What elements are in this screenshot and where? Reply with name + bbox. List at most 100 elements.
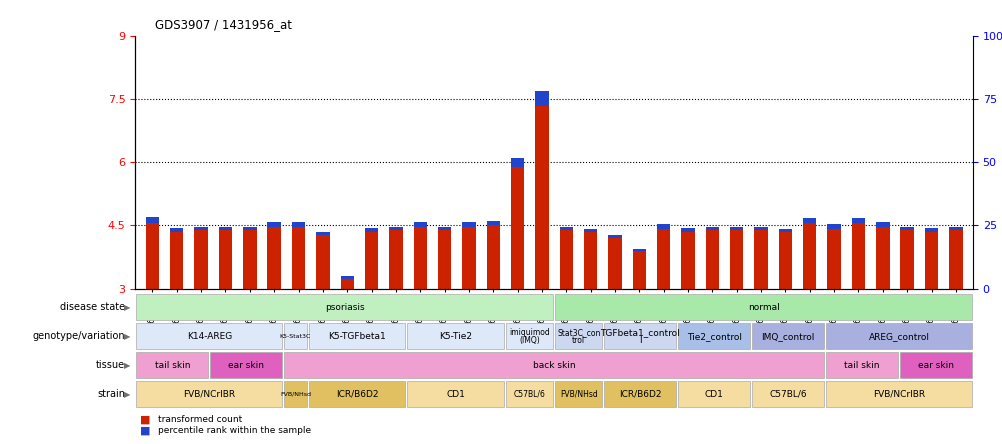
Bar	[309, 323, 405, 349]
Bar	[284, 381, 307, 407]
Bar	[413, 227, 427, 289]
Bar	[136, 323, 282, 349]
Bar	[656, 229, 669, 289]
Bar	[559, 226, 572, 230]
Bar	[729, 226, 742, 230]
Text: CD1: CD1	[704, 389, 723, 399]
Bar	[604, 323, 675, 349]
Text: ▶: ▶	[124, 303, 130, 312]
Text: tail skin: tail skin	[844, 361, 879, 370]
Bar	[145, 217, 159, 223]
Bar	[608, 235, 621, 238]
Bar	[316, 232, 330, 235]
Text: AREG_control: AREG_control	[868, 332, 929, 341]
Bar	[754, 230, 767, 289]
Bar	[341, 276, 354, 279]
Bar	[284, 323, 307, 349]
Bar	[554, 294, 971, 321]
Bar	[145, 223, 159, 289]
Bar	[510, 158, 524, 167]
Bar	[389, 226, 402, 230]
Bar	[136, 352, 208, 378]
Text: C57BL/6: C57BL/6	[513, 389, 545, 399]
Bar	[826, 323, 971, 349]
Bar	[677, 323, 749, 349]
Bar	[754, 227, 767, 230]
Bar	[218, 230, 231, 289]
Bar	[680, 228, 694, 232]
Bar	[900, 230, 913, 289]
Text: FVB/NCrIBR: FVB/NCrIBR	[183, 389, 235, 399]
Bar	[876, 222, 889, 227]
Text: CD1: CD1	[446, 389, 465, 399]
Text: K14-AREG: K14-AREG	[186, 332, 231, 341]
Bar	[210, 352, 282, 378]
Bar	[752, 323, 824, 349]
Bar	[242, 226, 257, 230]
Text: ICR/B6D2: ICR/B6D2	[618, 389, 661, 399]
Bar	[365, 228, 378, 232]
Text: percentile rank within the sample: percentile rank within the sample	[158, 426, 312, 435]
Bar	[705, 226, 718, 230]
Bar	[826, 352, 897, 378]
Text: TGFbeta1_control
l: TGFbeta1_control l	[600, 328, 679, 345]
Bar	[413, 222, 427, 227]
Bar	[608, 238, 621, 289]
Bar	[924, 228, 937, 232]
Text: Stat3C_con
trol: Stat3C_con trol	[556, 328, 600, 345]
Text: strain: strain	[97, 389, 125, 399]
Bar	[292, 227, 305, 289]
Bar	[851, 218, 865, 223]
Bar	[268, 222, 281, 227]
Bar	[438, 226, 451, 230]
Bar	[554, 323, 602, 349]
Bar	[632, 250, 645, 289]
Bar	[309, 381, 405, 407]
Text: transformed count: transformed count	[158, 415, 242, 424]
Bar	[194, 230, 207, 289]
Text: normal: normal	[746, 303, 779, 312]
Text: psoriasis: psoriasis	[325, 303, 365, 312]
Text: IMQ_control: IMQ_control	[761, 332, 814, 341]
Text: ■: ■	[140, 426, 150, 436]
Bar	[778, 229, 792, 232]
Bar	[803, 223, 816, 289]
Text: ▶: ▶	[124, 332, 130, 341]
Bar	[827, 224, 840, 229]
Bar	[924, 232, 937, 289]
Text: FVB/NHsd: FVB/NHsd	[280, 392, 311, 396]
Bar	[803, 218, 816, 223]
Bar	[136, 381, 282, 407]
Text: K5-Stat3C: K5-Stat3C	[280, 334, 311, 339]
Bar	[486, 225, 499, 289]
Text: GDS3907 / 1431956_at: GDS3907 / 1431956_at	[155, 18, 293, 31]
Bar	[242, 230, 257, 289]
Bar	[389, 230, 402, 289]
Text: Tie2_control: Tie2_control	[686, 332, 741, 341]
Bar	[752, 381, 824, 407]
Bar	[136, 294, 553, 321]
Bar	[559, 230, 572, 289]
Bar	[900, 226, 913, 230]
Bar	[535, 107, 548, 289]
Bar	[604, 381, 675, 407]
Bar	[505, 381, 553, 407]
Bar	[316, 235, 330, 289]
Bar	[341, 279, 354, 289]
Bar	[194, 226, 207, 230]
Bar	[170, 228, 183, 232]
Text: ▶: ▶	[124, 389, 130, 399]
Bar	[851, 223, 865, 289]
Bar	[827, 229, 840, 289]
Text: ear skin: ear skin	[917, 361, 953, 370]
Bar	[826, 381, 971, 407]
Bar	[677, 381, 749, 407]
Bar	[462, 222, 475, 227]
Text: back skin: back skin	[532, 361, 575, 370]
Bar	[365, 232, 378, 289]
Bar	[778, 232, 792, 289]
Bar	[899, 352, 971, 378]
Text: tail skin: tail skin	[154, 361, 190, 370]
Text: ▶: ▶	[124, 361, 130, 370]
Bar	[284, 352, 824, 378]
